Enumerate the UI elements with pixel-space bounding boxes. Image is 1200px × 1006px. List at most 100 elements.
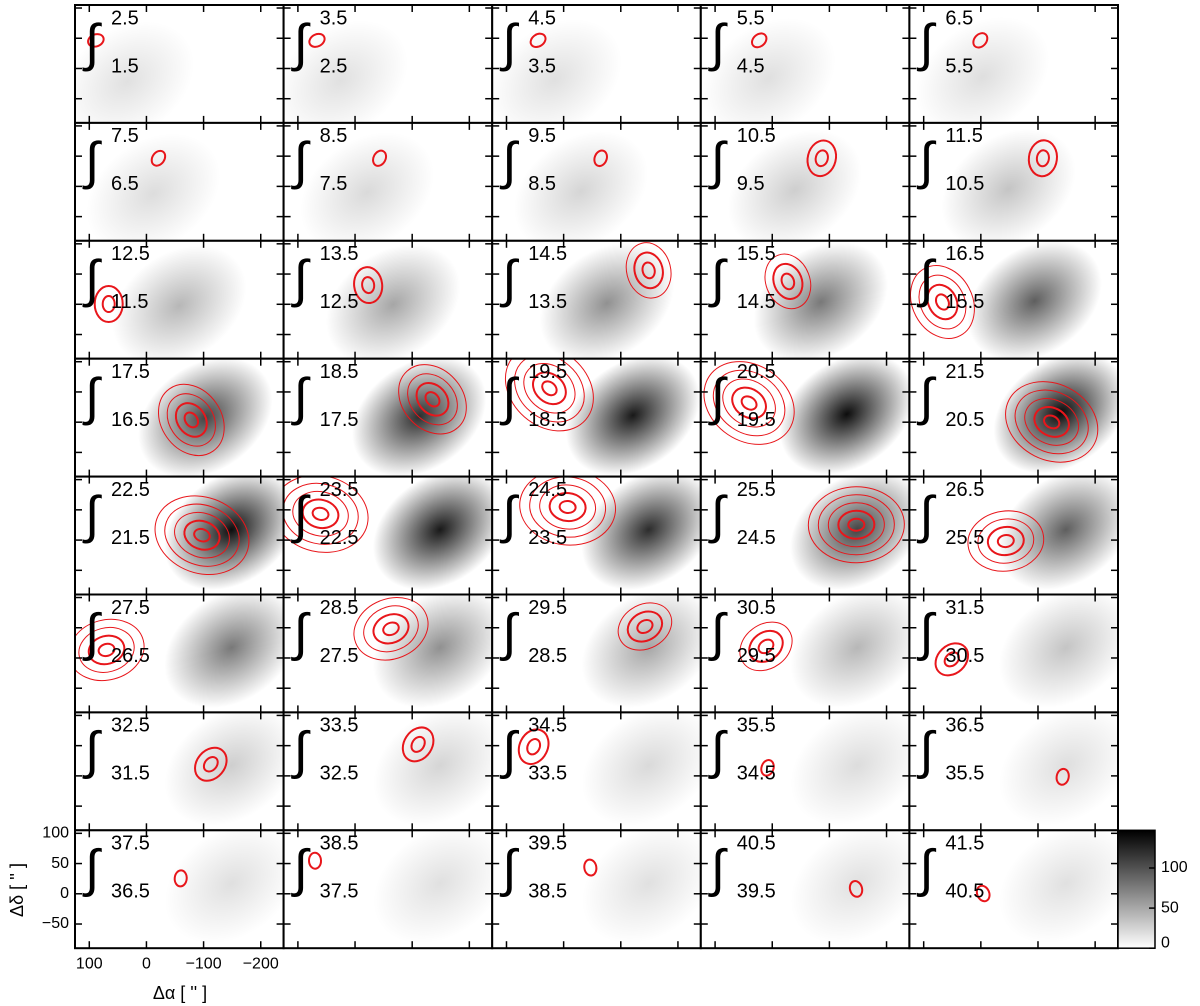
contour bbox=[617, 602, 673, 651]
panel-image bbox=[539, 242, 675, 359]
emission bbox=[581, 476, 701, 591]
upper-limit: 33.5 bbox=[320, 715, 359, 737]
upper-limit: 18.5 bbox=[320, 361, 359, 383]
panel-image bbox=[154, 476, 284, 591]
contour bbox=[311, 506, 330, 521]
panel-image bbox=[941, 128, 1076, 241]
lower-limit: 26.5 bbox=[111, 645, 150, 667]
contour bbox=[283, 482, 359, 545]
contour bbox=[97, 642, 116, 658]
contour bbox=[372, 149, 388, 167]
panel-image bbox=[353, 594, 493, 708]
contour bbox=[193, 527, 211, 543]
upper-limit: 26.5 bbox=[945, 479, 984, 501]
panel-image bbox=[993, 358, 1119, 474]
panel: ∫ 24.5 23.5 bbox=[491, 475, 702, 596]
contour bbox=[848, 880, 864, 898]
contour bbox=[372, 613, 410, 645]
colorbar-tick-label: 50 bbox=[1161, 899, 1179, 916]
emission bbox=[581, 594, 701, 708]
contour bbox=[1033, 406, 1070, 438]
panel: ∫ 12.5 11.5 bbox=[74, 239, 285, 360]
upper-limit: 19.5 bbox=[528, 361, 567, 383]
lower-limit: 33.5 bbox=[528, 763, 567, 785]
panel-image bbox=[283, 20, 409, 123]
lower-limit: 30.5 bbox=[945, 645, 984, 667]
contour bbox=[918, 274, 967, 330]
colorbar-tick-label: 100 bbox=[1161, 859, 1188, 876]
lower-limit: 24.5 bbox=[737, 527, 776, 549]
contour bbox=[926, 283, 959, 321]
contour bbox=[764, 253, 812, 310]
contour bbox=[353, 266, 384, 305]
lower-limit: 25.5 bbox=[945, 527, 984, 549]
contour bbox=[986, 525, 1025, 557]
contour bbox=[308, 32, 326, 48]
integral-sign: ∫ bbox=[708, 133, 728, 191]
panel-image bbox=[760, 712, 910, 826]
integral-sign: ∫ bbox=[291, 15, 311, 73]
panel: ∫ 19.5 18.5 bbox=[491, 357, 702, 478]
panel: ∫ 29.5 28.5 bbox=[491, 593, 702, 714]
integral-sign: ∫ bbox=[499, 133, 519, 191]
contour bbox=[996, 533, 1015, 549]
contour bbox=[731, 386, 767, 420]
contour bbox=[407, 373, 458, 426]
y-tick-label: −50 bbox=[42, 915, 69, 932]
contour bbox=[1035, 149, 1050, 168]
contour bbox=[967, 510, 1045, 572]
panel-image bbox=[308, 830, 493, 944]
integral-sign: ∫ bbox=[82, 368, 102, 426]
panel: ∫ 23.5 22.5 bbox=[282, 475, 494, 596]
panel: ∫ 30.5 29.5 bbox=[699, 593, 911, 714]
panel-image bbox=[739, 594, 910, 708]
upper-limit: 22.5 bbox=[111, 479, 150, 501]
y-tick-label: 50 bbox=[51, 855, 69, 872]
upper-limit: 36.5 bbox=[945, 715, 984, 737]
contour bbox=[910, 265, 975, 339]
upper-limit: 25.5 bbox=[737, 479, 776, 501]
integral-sign: ∫ bbox=[291, 133, 311, 191]
panel: ∫ 18.5 17.5 bbox=[282, 357, 494, 478]
upper-limit: 40.5 bbox=[737, 833, 776, 855]
contour bbox=[934, 642, 970, 677]
panel-image bbox=[790, 476, 910, 591]
panel-image bbox=[86, 133, 221, 241]
panel-image bbox=[352, 358, 487, 477]
panel: ∫ 28.5 27.5 bbox=[282, 593, 494, 714]
lower-limit: 6.5 bbox=[111, 173, 139, 195]
panel: ∫ 40.5 39.5 bbox=[699, 829, 911, 950]
integral-sign: ∫ bbox=[499, 251, 519, 309]
contour bbox=[558, 499, 577, 515]
lower-limit: 1.5 bbox=[111, 55, 139, 77]
integral-sign: ∫ bbox=[82, 604, 102, 662]
contour bbox=[398, 364, 467, 435]
contour bbox=[757, 638, 775, 655]
integral-sign: ∫ bbox=[916, 840, 936, 898]
lower-limit: 18.5 bbox=[528, 409, 567, 431]
panel-image bbox=[283, 476, 493, 591]
panel: ∫ 31.5 30.5 bbox=[908, 593, 1120, 714]
integral-sign: ∫ bbox=[82, 251, 102, 309]
contour bbox=[164, 503, 240, 567]
lower-limit: 32.5 bbox=[320, 763, 359, 785]
panel-image bbox=[727, 129, 862, 241]
lower-limit: 17.5 bbox=[320, 409, 359, 431]
lower-limit: 2.5 bbox=[320, 55, 348, 77]
contour bbox=[807, 486, 905, 564]
panel-image bbox=[581, 594, 701, 708]
contour bbox=[539, 484, 597, 530]
contour bbox=[174, 402, 208, 438]
emission bbox=[75, 21, 195, 123]
contour bbox=[1055, 767, 1070, 786]
contour bbox=[722, 378, 776, 428]
emission bbox=[112, 245, 247, 359]
integral-sign: ∫ bbox=[82, 486, 102, 544]
upper-limit: 35.5 bbox=[737, 715, 776, 737]
contour bbox=[751, 32, 768, 49]
upper-limit: 5.5 bbox=[737, 7, 765, 29]
panel-image bbox=[164, 712, 284, 826]
integral-sign: ∫ bbox=[291, 722, 311, 780]
lower-limit: 31.5 bbox=[111, 763, 150, 785]
